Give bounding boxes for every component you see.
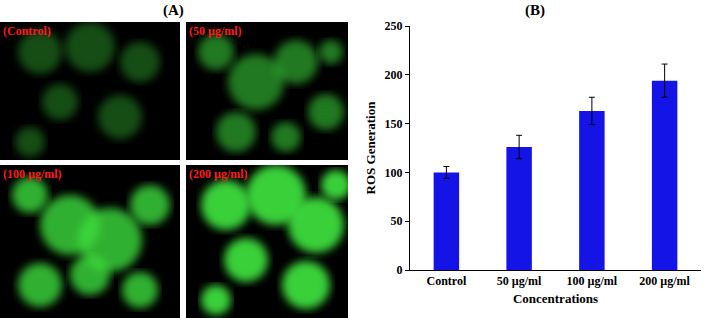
svg-text:ROS Generation: ROS Generation <box>363 101 378 195</box>
svg-text:100 µg/ml: 100 µg/ml <box>567 274 618 288</box>
svg-text:200 µg/ml: 200 µg/ml <box>639 274 690 288</box>
svg-text:250: 250 <box>385 19 403 33</box>
html-text:(A): (A) <box>163 2 184 18</box>
svg-text:50: 50 <box>391 214 403 228</box>
svg-text:Control: Control <box>426 274 466 288</box>
svg-text:Concentrations: Concentrations <box>513 291 598 306</box>
html-text:(Control): (Control) <box>3 24 51 38</box>
html-text:(200 µg/ml): (200 µg/ml) <box>189 167 248 181</box>
html-text:(100 µg/ml): (100 µg/ml) <box>3 167 62 181</box>
svg-text:200: 200 <box>385 68 403 82</box>
svg-text:0: 0 <box>397 263 403 277</box>
svg-text:50 µg/ml: 50 µg/ml <box>497 274 542 288</box>
svg-text:150: 150 <box>385 117 403 131</box>
svg-text:100: 100 <box>385 166 403 180</box>
html-text:(B): (B) <box>525 2 545 18</box>
html-text:(50 µg/ml): (50 µg/ml) <box>189 24 242 38</box>
